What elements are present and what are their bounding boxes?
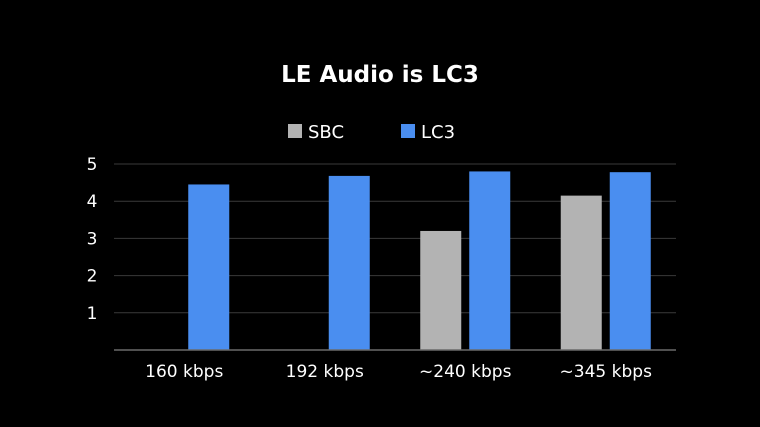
x-category-label: ~240 kbps: [419, 362, 512, 382]
y-axis-ticks: 1 2 3 4 5: [87, 155, 98, 324]
bars: [188, 171, 651, 350]
x-category-label: ~345 kbps: [560, 362, 653, 382]
y-tick-label: 3: [87, 229, 98, 249]
legend-label-sbc: SBC: [308, 122, 344, 143]
bar-lc3-0: [188, 184, 230, 350]
y-tick-label: 4: [87, 192, 98, 212]
bar-lc3-1: [328, 175, 370, 350]
bar-sbc-2: [420, 230, 462, 350]
bar-sbc-3: [560, 195, 602, 350]
legend-swatch-lc3: [401, 124, 415, 138]
y-tick-label: 5: [87, 155, 98, 175]
x-category-label: 160 kbps: [145, 362, 223, 382]
y-tick-label: 1: [87, 304, 98, 324]
chart-title: LE Audio is LC3: [281, 62, 479, 88]
legend-swatch-sbc: [288, 124, 302, 138]
legend: SBC LC3: [288, 122, 455, 143]
bar-lc3-3: [609, 172, 651, 350]
y-tick-label: 2: [87, 267, 98, 287]
legend-label-lc3: LC3: [421, 122, 455, 143]
x-axis-labels: 160 kbps 192 kbps ~240 kbps ~345 kbps: [145, 362, 652, 382]
x-category-label: 192 kbps: [286, 362, 364, 382]
bar-lc3-2: [469, 171, 511, 350]
